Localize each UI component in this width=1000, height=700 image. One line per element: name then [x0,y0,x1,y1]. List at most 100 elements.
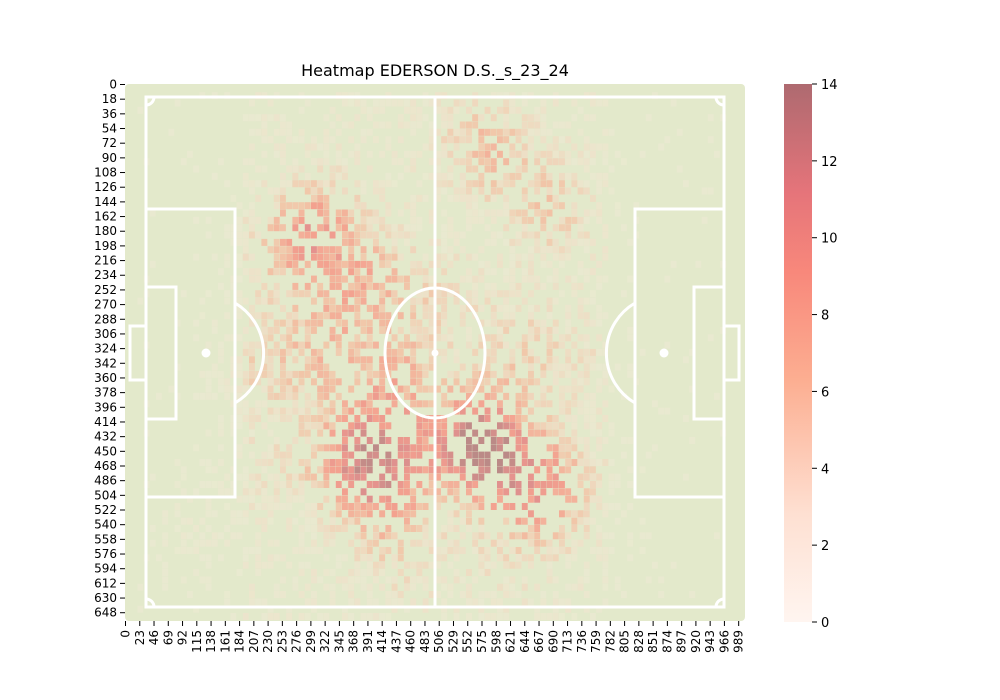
heatmap-cell [428,158,435,166]
heatmap-cell [391,348,398,356]
heatmap-cell [521,150,528,158]
heatmap-cell [379,99,386,107]
heatmap-cell [292,547,299,554]
heatmap-cell [292,180,299,188]
heatmap-cell [317,407,324,415]
heatmap-cell [373,341,379,349]
heatmap-cell [298,319,305,327]
heatmap-cell [304,437,311,444]
heatmap-cell [422,415,429,422]
heatmap-cell [441,121,448,129]
heatmap-cell [348,99,355,107]
heatmap-cell [317,363,324,371]
heatmap-cell [366,326,373,334]
heatmap-cell [286,481,293,488]
heatmap-cell [342,231,348,239]
heatmap-cell [503,341,510,349]
heatmap-cell [521,348,528,356]
heatmap-cell [515,136,522,144]
heatmap-cell [342,209,348,217]
heatmap-cell [577,297,584,305]
heatmap-cell [410,246,417,254]
heatmap-cell [273,392,280,400]
heatmap-cell [546,238,553,246]
y-tick-label: 504 [94,488,117,502]
heatmap-cell [627,437,634,444]
heatmap-cell [335,561,342,569]
heatmap-cell [242,253,249,261]
heatmap-cell [230,510,237,518]
heatmap-cell [249,209,255,217]
heatmap-cell [577,407,584,415]
heatmap-cell [174,99,181,107]
heatmap-cell [162,517,169,525]
heatmap-cell [397,591,404,598]
right-goal [722,324,741,382]
heatmap-cell [304,473,311,481]
heatmap-cell [466,216,472,224]
heatmap-cell [490,187,497,195]
heatmap-cell [249,253,255,261]
heatmap-cell [360,444,367,452]
heatmap-cell [590,348,596,356]
heatmap-cell [484,429,491,437]
heatmap-cell [422,429,429,437]
heatmap-cell [447,260,454,268]
heatmap-cell [205,370,212,378]
heatmap-cell [521,158,528,166]
heatmap-cell [546,209,553,217]
heatmap-cell [224,378,231,386]
heatmap-cell [273,143,280,151]
heatmap-cell [503,180,510,188]
heatmap-cell [366,378,373,386]
heatmap-cell [211,510,218,518]
heatmap-cell [298,488,305,496]
heatmap-cell [261,128,268,136]
heatmap-cell [255,569,262,576]
heatmap-cell [534,238,541,246]
heatmap-cell [441,613,448,620]
heatmap-cell [645,576,652,584]
heatmap-cell [478,554,485,562]
heatmap-cell [137,605,144,613]
heatmap-cell [571,114,578,122]
heatmap-cell [515,429,522,437]
heatmap-cell [373,121,379,129]
heatmap-cell [230,532,237,540]
heatmap-cell [366,583,373,591]
heatmap-cell [565,319,572,327]
heatmap-cell [577,224,584,232]
heatmap-cell [428,238,435,246]
heatmap-cell [435,158,441,166]
heatmap-cell [304,363,311,371]
heatmap-cell [528,422,534,430]
heatmap-cell [329,400,336,408]
heatmap-cell [608,128,615,136]
heatmap-cell [385,319,392,327]
heatmap-cell [552,459,559,466]
heatmap-cell [596,348,603,356]
heatmap-cell [397,510,404,518]
heatmap-cell [242,172,249,180]
heatmap-cell [509,253,516,261]
heatmap-cell [602,158,609,166]
heatmap-cell [435,128,441,136]
heatmap-cell [335,466,342,474]
heatmap-cell [261,459,268,466]
heatmap-cell [621,451,627,459]
heatmap-cell [379,437,386,444]
heatmap-cell [416,576,423,584]
heatmap-cell [490,268,497,276]
heatmap-cell [218,422,224,430]
heatmap-cell [503,238,510,246]
heatmap-cell [329,429,336,437]
heatmap-cell [348,481,355,488]
heatmap-cell [422,532,429,540]
heatmap-cell [478,363,485,371]
heatmap-cell [484,451,491,459]
heatmap-cell [602,253,609,261]
heatmap-cell [261,488,268,496]
heatmap-cell [379,422,386,430]
heatmap-cell [236,275,243,283]
heatmap-cell [366,128,373,136]
